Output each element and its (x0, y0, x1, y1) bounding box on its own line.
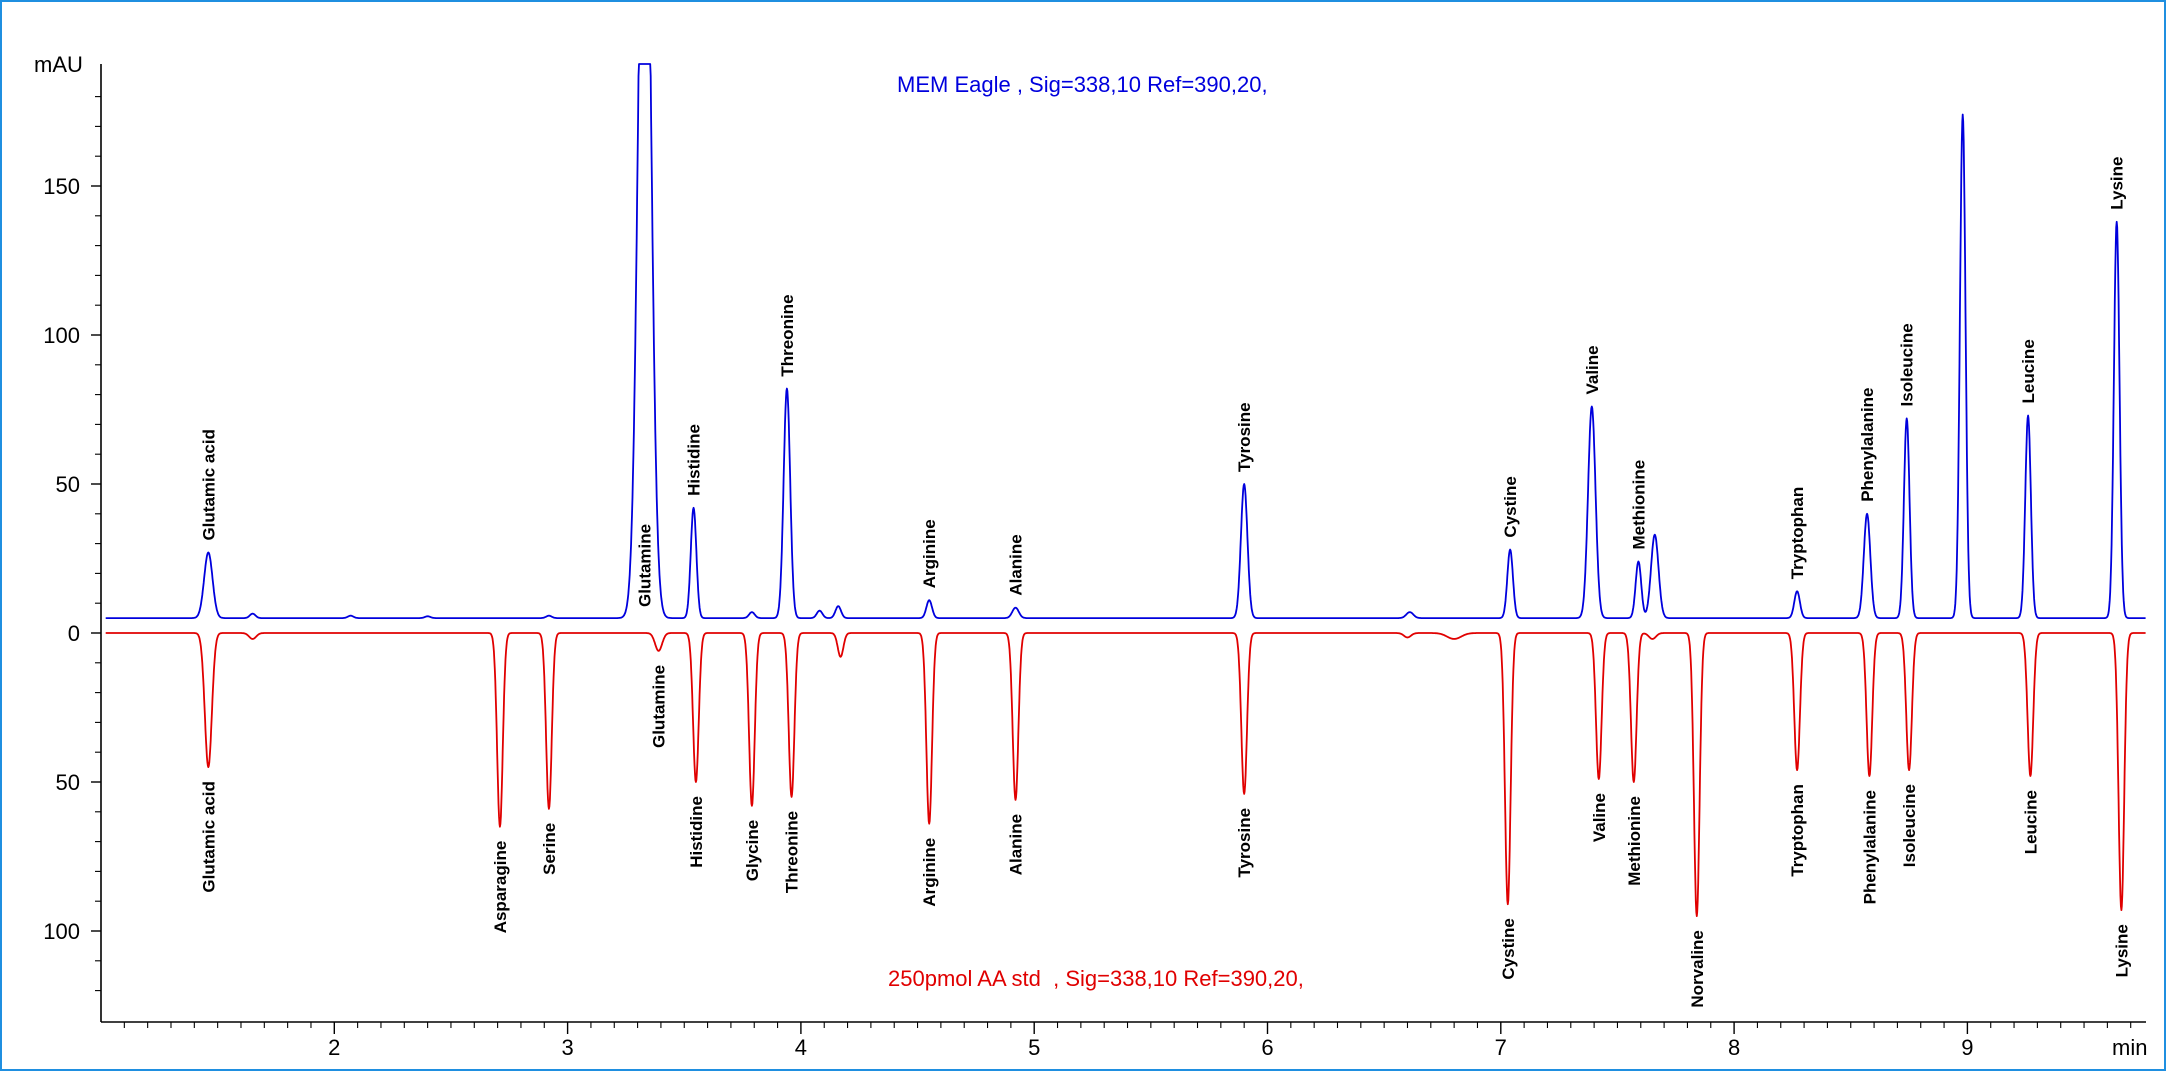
standard-peak-label: Isoleucine (1900, 784, 1919, 867)
standard-peak-label: Cystine (1499, 918, 1518, 979)
standard-peak-label: Glutamic acid (199, 781, 218, 892)
standard-peak-label: Glutamine (650, 665, 669, 748)
y-tick-label: 150 (43, 174, 80, 199)
sample-peak-label: Glutamine (636, 524, 655, 607)
peak-labels: Glutamic acid Glutamine Histidine Threonine… (199, 157, 2131, 1008)
standard-peak-label: Valine (1590, 793, 1609, 842)
y-tick-label: 100 (43, 323, 80, 348)
standard-peak-label: Methionine (1625, 796, 1644, 886)
y-tick-label: 0 (68, 621, 80, 646)
y-tick-label: 100 (43, 919, 80, 944)
sample-peak-label: Histidine (685, 424, 704, 496)
sample-peak-label: Leucine (2019, 339, 2038, 403)
standard-peak-label: Tryptophan (1788, 784, 1807, 877)
x-tick-label: 3 (561, 1035, 573, 1060)
standard-peak-label: Leucine (2021, 790, 2040, 854)
standard-peak-label: Histidine (687, 796, 706, 868)
sample-peak-label: Alanine (1007, 534, 1026, 595)
x-unit-label: min (2112, 1035, 2147, 1060)
standard-peak-label: Phenylalanine (1860, 790, 1879, 904)
standard-peak-label: Norvaline (1688, 930, 1707, 1007)
sample-peak-label: Glutamic acid (199, 429, 218, 540)
sample-peak-label: Arginine (920, 519, 939, 588)
x-tick-label: 6 (1261, 1035, 1273, 1060)
x-tick-label: 4 (795, 1035, 807, 1060)
standard-peak-label: Glycine (743, 820, 762, 881)
y-unit-label: mAU (34, 52, 83, 77)
x-ticks: 2 3 4 5 6 7 8 9 (123, 1022, 2132, 1060)
standard-peak-label: Lysine (2112, 924, 2131, 977)
x-tick-label: 9 (1961, 1035, 1973, 1060)
x-tick-label: 7 (1495, 1035, 1507, 1060)
standard-peak-label: Serine (540, 823, 559, 875)
series-title-sample: MEM Eagle , Sig=338,10 Ref=390,20, (897, 72, 1268, 97)
sample-peak-label: Tyrosine (1235, 402, 1254, 472)
x-tick-label: 8 (1728, 1035, 1740, 1060)
trace-sample-line (105, 63, 2147, 619)
sample-peak-label: Methionine (1629, 460, 1648, 550)
x-tick-label: 2 (328, 1035, 340, 1060)
y-tick-label: 50 (56, 472, 80, 497)
y-ticks: 150 100 50 0 50 100 (43, 96, 101, 992)
x-tick-label: 5 (1028, 1035, 1040, 1060)
sample-peak-label: Tryptophan (1788, 487, 1807, 580)
sample-peak-label: Valine (1583, 345, 1602, 394)
series-title-standard: 250pmol AA std , Sig=338,10 Ref=390,20, (888, 966, 1304, 991)
sample-peak-label: Isoleucine (1898, 323, 1917, 406)
sample-peak-label: Threonine (778, 294, 797, 376)
standard-peak-label: Tyrosine (1235, 808, 1254, 878)
axes: mAU min 150 100 50 0 50 100 2 3 4 5 6 7 8 9 (34, 52, 2147, 1060)
sample-peak-label: Phenylalanine (1858, 387, 1877, 501)
traces (105, 63, 2147, 917)
standard-peak-label: Arginine (920, 838, 939, 907)
standard-peak-label: Asparagine (491, 841, 510, 934)
trace-standard-line (105, 632, 2147, 917)
sample-peak-label: Cystine (1501, 476, 1520, 537)
standard-peak-label: Alanine (1007, 814, 1026, 875)
standard-peak-label: Threonine (783, 811, 802, 893)
y-tick-label: 50 (56, 770, 80, 795)
sample-peak-label: Lysine (2108, 157, 2127, 210)
